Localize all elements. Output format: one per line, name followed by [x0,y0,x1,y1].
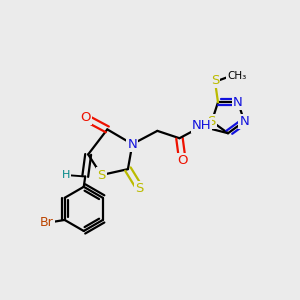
Text: N: N [239,115,249,128]
Text: Br: Br [40,216,54,230]
Text: NH: NH [192,119,211,132]
Text: O: O [177,154,188,167]
Text: H: H [62,170,70,180]
Text: CH₃: CH₃ [227,71,246,81]
Text: N: N [128,138,137,151]
Text: S: S [136,182,144,195]
Text: S: S [97,169,106,182]
Text: O: O [80,111,91,124]
Text: S: S [211,74,219,87]
Text: N: N [233,96,243,109]
Text: S: S [208,115,216,128]
